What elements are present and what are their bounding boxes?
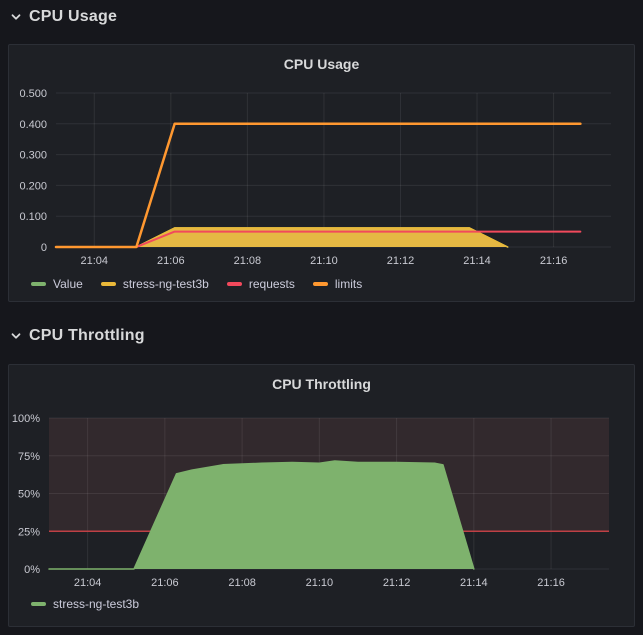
legend-swatch-icon bbox=[226, 282, 242, 286]
y-tick-label: 50% bbox=[18, 489, 40, 501]
series-area-stress-ng-test3b bbox=[56, 227, 508, 247]
section-header-cpu-usage[interactable]: CPU Usage bbox=[10, 8, 117, 26]
y-tick-label: 0.500 bbox=[19, 88, 47, 100]
legend-item-requests[interactable]: requests bbox=[226, 277, 295, 291]
panel-cpu-throttling: CPU Throttling 0% 25% 50% 75% 100% 21:04 21:06… bbox=[8, 364, 635, 627]
legend-label: requests bbox=[248, 277, 295, 291]
cpu-throttling-svg: 0% 25% 50% 75% 100% 21:04 21:06 21:08 21:10 21:12… bbox=[12, 413, 609, 589]
series-line-stress-ng-test3b bbox=[48, 460, 475, 570]
chevron-down-icon bbox=[10, 330, 22, 342]
x-tick-label: 21:10 bbox=[310, 255, 338, 267]
y-tick-label: 0 bbox=[41, 242, 47, 254]
x-tick-label: 21:04 bbox=[81, 255, 109, 267]
x-tick-label: 21:16 bbox=[537, 577, 565, 589]
cpu-throttling-chart[interactable]: 0% 25% 50% 75% 100% 21:04 21:06 21:08 21:10 21:12… bbox=[9, 407, 634, 593]
x-tick-label: 21:14 bbox=[460, 577, 488, 589]
x-tick-label: 21:10 bbox=[306, 577, 334, 589]
series-line-limits bbox=[54, 122, 582, 249]
section-header-cpu-throttling[interactable]: CPU Throttling bbox=[10, 327, 145, 345]
x-tick-label: 21:06 bbox=[151, 577, 179, 589]
y-tick-label: 100% bbox=[12, 413, 40, 425]
legend-swatch-icon bbox=[31, 282, 46, 286]
section-title: CPU Usage bbox=[29, 8, 118, 25]
panel-title-cpu-throttling[interactable]: CPU Throttling bbox=[272, 376, 371, 392]
x-tick-label: 21:16 bbox=[540, 255, 568, 267]
legend-item-stress-ng-test3b[interactable]: stress-ng-test3b bbox=[31, 597, 139, 611]
legend-label: Value bbox=[53, 277, 83, 291]
x-tick-label: 21:08 bbox=[228, 577, 256, 589]
x-tick-label: 21:14 bbox=[463, 255, 491, 267]
cpu-throttling-legend: stress-ng-test3b bbox=[31, 597, 139, 611]
y-tick-label: 75% bbox=[18, 451, 40, 463]
cpu-usage-svg: 0 0.100 0.200 0.300 0.400 0.500 21:04 21:06 21:0… bbox=[19, 88, 611, 267]
x-tick-label: 21:08 bbox=[234, 255, 262, 267]
legend-swatch-icon bbox=[31, 602, 46, 606]
x-tick-label: 21:04 bbox=[74, 577, 102, 589]
legend-item-limits[interactable]: limits bbox=[312, 277, 363, 291]
x-tick-label: 21:06 bbox=[157, 255, 185, 267]
cpu-usage-legend: Value stress-ng-test3b requests limits bbox=[31, 277, 362, 291]
y-tick-label: 0.300 bbox=[19, 150, 47, 162]
panel-cpu-usage: CPU Usage 0 0.100 0.200 0.300 0.400 0.500 21:0… bbox=[8, 44, 635, 302]
section-title: CPU Throttling bbox=[29, 327, 145, 344]
y-tick-label: 0.400 bbox=[19, 119, 47, 131]
legend-swatch-icon bbox=[100, 282, 116, 286]
x-tick-label: 21:12 bbox=[383, 577, 411, 589]
cpu-usage-chart[interactable]: 0 0.100 0.200 0.300 0.400 0.500 21:04 21:06 21:0… bbox=[9, 87, 634, 273]
y-tick-label: 0% bbox=[24, 564, 40, 576]
legend-label: limits bbox=[334, 277, 363, 291]
legend-swatch-icon bbox=[312, 282, 328, 286]
legend-item-stress-ng-test3b[interactable]: stress-ng-test3b bbox=[100, 277, 209, 291]
legend-label: stress-ng-test3b bbox=[53, 597, 140, 611]
y-tick-label: 0.100 bbox=[19, 211, 47, 223]
legend-item-Value[interactable]: Value bbox=[31, 277, 83, 291]
legend-label: stress-ng-test3b bbox=[122, 277, 209, 291]
panel-title-cpu-usage[interactable]: CPU Usage bbox=[283, 56, 360, 72]
y-tick-label: 0.200 bbox=[19, 180, 47, 192]
series-area-stress-ng-test3b bbox=[49, 461, 474, 569]
chevron-down-icon bbox=[10, 11, 22, 23]
y-tick-label: 25% bbox=[18, 526, 40, 538]
x-tick-label: 21:12 bbox=[387, 255, 415, 267]
